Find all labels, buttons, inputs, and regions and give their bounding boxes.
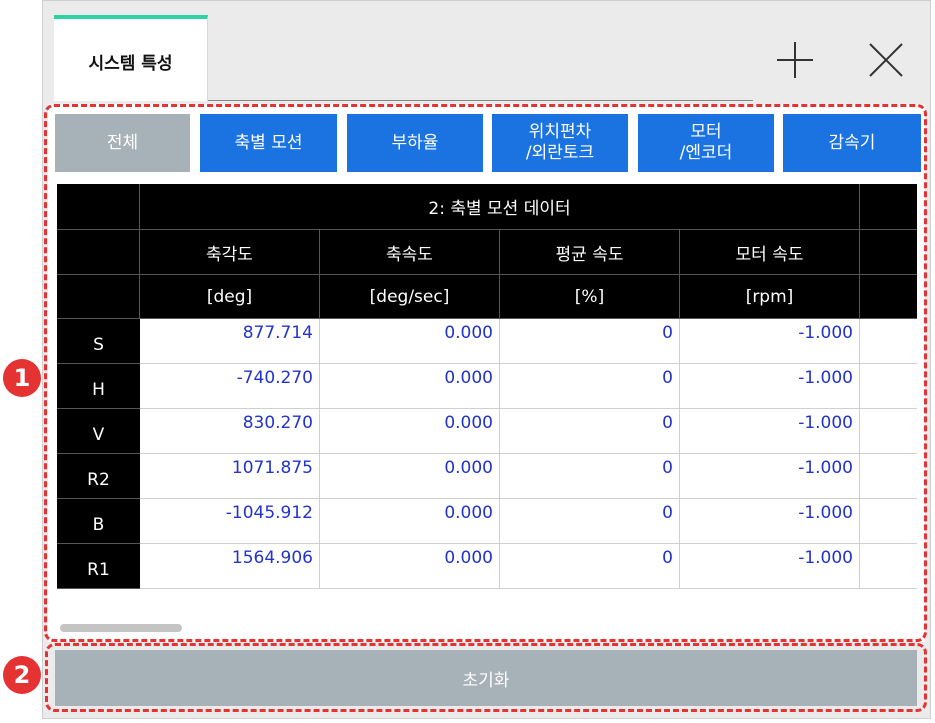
category-axis-motion-button[interactable]: 축별 모션 (200, 114, 337, 172)
group-title-header: 2: 축별 모션 데이터 (140, 184, 860, 230)
table-cell-empty (860, 544, 917, 589)
unit-header-deg: [deg] (140, 275, 320, 319)
row-header-axis: H (57, 364, 140, 409)
table-cell: -1.000 (680, 544, 860, 589)
plus-icon[interactable] (773, 38, 817, 82)
tab-label: 시스템 특성 (88, 54, 173, 74)
table-cell: 1564.906 (140, 544, 320, 589)
table-cell: -1.000 (680, 499, 860, 544)
row-header-axis: S (57, 319, 140, 364)
table-cell: 0 (500, 454, 680, 499)
column-header-motor-speed: 모터 속도 (680, 230, 860, 275)
unit-header-percent: [%] (500, 275, 680, 319)
close-icon[interactable] (864, 38, 908, 82)
table-cell: -740.270 (140, 364, 320, 409)
corner-header-cell (57, 230, 140, 275)
callout-badge-2: 2 (3, 656, 41, 694)
callout-frame-2 (45, 643, 927, 712)
table-cell: 0 (500, 364, 680, 409)
row-header-axis: B (57, 499, 140, 544)
category-reducer-button[interactable]: 감속기 (783, 114, 921, 172)
horizontal-scrollbar[interactable] (60, 624, 182, 632)
table-cell: 0 (500, 499, 680, 544)
table-cell: -1.000 (680, 409, 860, 454)
column-header-axis-speed: 축속도 (320, 230, 500, 275)
extra-header-cell (860, 275, 917, 319)
column-header-average-speed: 평균 속도 (500, 230, 680, 275)
corner-header-cell (57, 275, 140, 319)
table-cell: -1045.912 (140, 499, 320, 544)
table-cell: 0.000 (320, 319, 500, 364)
tab-underline (208, 100, 753, 101)
table-cell: -1.000 (680, 454, 860, 499)
extra-header-cell (860, 230, 917, 275)
table-cell: 0.000 (320, 544, 500, 589)
reset-button[interactable]: 초기화 (55, 650, 917, 706)
row-header-axis: R2 (57, 454, 140, 499)
table-cell: -1.000 (680, 319, 860, 364)
row-header-axis: R1 (57, 544, 140, 589)
table-cell: 0.000 (320, 499, 500, 544)
category-all-button[interactable]: 전체 (55, 114, 190, 172)
table-cell: 0.000 (320, 364, 500, 409)
table-cell-empty (860, 364, 917, 409)
table-cell: 0 (500, 544, 680, 589)
table-cell-empty (860, 319, 917, 364)
table-cell-empty (860, 454, 917, 499)
category-motor-encoder-button[interactable]: 모터 /엔코더 (638, 114, 774, 172)
corner-header-cell (57, 184, 140, 230)
table-cell: -1.000 (680, 364, 860, 409)
callout-frame-1 (44, 104, 927, 642)
tab-system-characteristics[interactable]: 시스템 특성 (54, 15, 208, 101)
table-cell-empty (860, 499, 917, 544)
column-header-axis-angle: 축각도 (140, 230, 320, 275)
table-cell: 0 (500, 319, 680, 364)
category-bar: 전체 축별 모션 부하율 위치편차 /외란토크 모터 /엔코더 감속기 (55, 114, 921, 172)
table-cell: 0.000 (320, 454, 500, 499)
unit-header-deg-sec: [deg/sec] (320, 275, 500, 319)
table-cell: 0.000 (320, 409, 500, 454)
category-position-error-button[interactable]: 위치편차 /외란토크 (492, 114, 628, 172)
table-cell: 830.270 (140, 409, 320, 454)
axis-motion-data-table: 2: 축별 모션 데이터 축각도 축속도 평균 속도 모터 속도 [deg] [… (57, 184, 917, 637)
table-cell: 877.714 (140, 319, 320, 364)
extra-header-cell (860, 184, 917, 230)
unit-header-rpm: [rpm] (680, 275, 860, 319)
category-load-ratio-button[interactable]: 부하율 (347, 114, 483, 172)
row-header-axis: V (57, 409, 140, 454)
table-cell-empty (860, 409, 917, 454)
table-cell: 1071.875 (140, 454, 320, 499)
table-cell: 0 (500, 409, 680, 454)
callout-badge-1: 1 (3, 359, 41, 397)
